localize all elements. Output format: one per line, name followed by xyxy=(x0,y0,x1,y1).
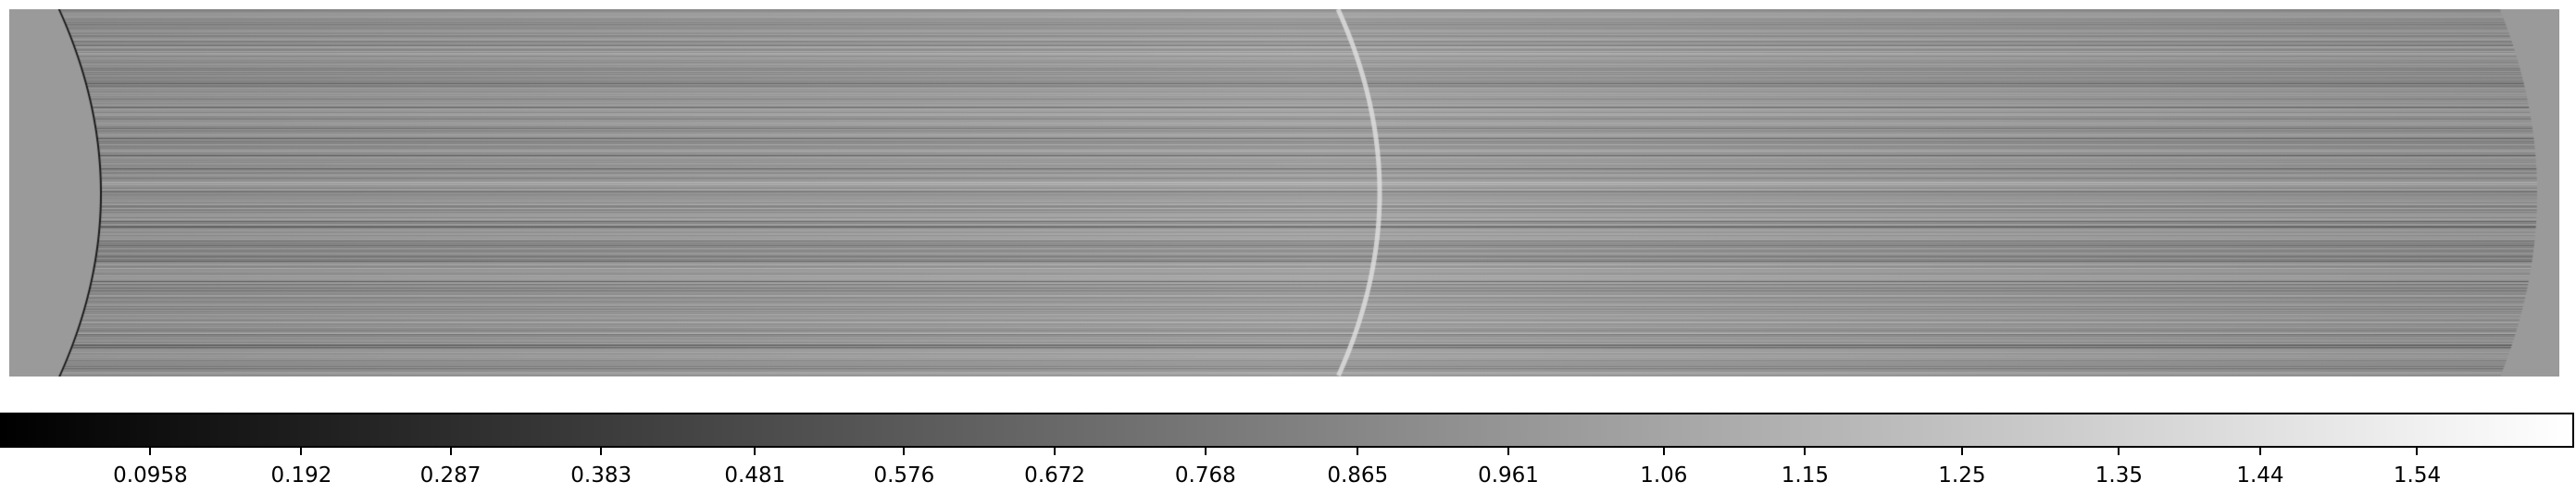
colorbar-tick-label: 0.865 xyxy=(1327,463,1389,488)
spectral-image-panel xyxy=(9,9,2559,377)
colorbar-tick xyxy=(754,448,757,455)
colorbar-tick-label: 0.961 xyxy=(1478,463,1539,488)
colorbar-tick xyxy=(2118,448,2120,455)
colorbar-tick xyxy=(300,448,303,455)
colorbar-tick xyxy=(2416,448,2419,455)
colorbar-tick-label: 1.35 xyxy=(2095,463,2144,488)
colorbar-tick-label: 0.576 xyxy=(873,463,935,488)
colorbar-ticks: 0.0958 0.192 0.287 0.383 0.481 0.576 0.672 0.76… xyxy=(0,448,2576,494)
colorbar-tick xyxy=(1804,448,1807,455)
colorbar-tick-label: 1.15 xyxy=(1781,463,1829,488)
colorbar-tick xyxy=(149,448,152,455)
colorbar-tick-label: 0.768 xyxy=(1174,463,1236,488)
colorbar-tick-label: 0.672 xyxy=(1024,463,1086,488)
spectral-image xyxy=(9,9,2559,377)
colorbar-tick xyxy=(1662,448,1665,455)
colorbar-tick xyxy=(1357,448,1359,455)
colorbar-tick-label: 1.54 xyxy=(2393,463,2442,488)
colorbar-tick-label: 1.06 xyxy=(1640,463,1688,488)
colorbar-tick xyxy=(2258,448,2261,455)
colorbar-tick-label: 0.192 xyxy=(270,463,332,488)
colorbar-tick-label: 0.383 xyxy=(570,463,632,488)
colorbar-tick-label: 1.25 xyxy=(1938,463,1986,488)
colorbar-tick xyxy=(1204,448,1207,455)
colorbar-tick-label: 0.287 xyxy=(419,463,481,488)
colorbar xyxy=(0,413,2574,448)
colorbar-tick xyxy=(903,448,906,455)
colorbar-tick-label: 0.481 xyxy=(724,463,786,488)
colorbar-tick xyxy=(1960,448,1963,455)
colorbar-tick xyxy=(1507,448,1509,455)
colorbar-tick-label: 1.44 xyxy=(2236,463,2284,488)
colorbar-tick-label: 0.0958 xyxy=(113,463,188,488)
colorbar-tick xyxy=(449,448,452,455)
colorbar-tick xyxy=(1054,448,1057,455)
colorbar-tick xyxy=(600,448,603,455)
